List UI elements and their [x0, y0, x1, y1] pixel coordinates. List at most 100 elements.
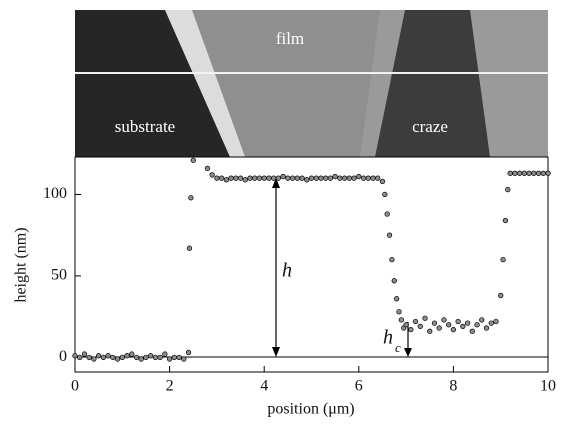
- data-point: [507, 170, 513, 176]
- data-point: [422, 315, 428, 321]
- annotation: h: [282, 260, 292, 282]
- data-point: [185, 349, 192, 356]
- annotation-subscript: c: [395, 340, 401, 355]
- y-tick-label: 50: [51, 267, 67, 284]
- data-point: [412, 318, 419, 325]
- data-point: [110, 354, 116, 360]
- craze-band: [375, 10, 490, 157]
- data-point: [545, 170, 551, 176]
- data-point: [365, 175, 371, 181]
- data-point: [256, 175, 263, 181]
- data-point: [289, 175, 296, 181]
- data-point: [100, 354, 107, 360]
- data-point: [176, 354, 182, 360]
- data-point: [308, 175, 315, 181]
- data-point: [166, 356, 173, 362]
- y-axis-label: height (nm): [13, 227, 30, 302]
- data-point: [396, 309, 402, 315]
- data-point: [540, 170, 546, 176]
- data-point: [152, 354, 159, 360]
- data-point: [356, 173, 362, 180]
- data-point: [427, 328, 433, 334]
- y-tick-label: 100: [43, 185, 67, 202]
- plot-frame: [74, 156, 549, 373]
- data-point: [375, 175, 381, 181]
- data-point: [431, 320, 438, 326]
- data-point: [188, 195, 194, 201]
- data-point: [247, 175, 253, 181]
- arrow-head: [272, 178, 280, 188]
- image-label: film: [276, 29, 304, 48]
- x-tick-label: 6: [355, 378, 363, 395]
- data-point: [313, 175, 319, 181]
- data-point: [493, 318, 499, 325]
- data-point: [379, 178, 386, 185]
- data-point: [346, 175, 352, 181]
- image-label: craze: [412, 117, 448, 136]
- data-point: [389, 256, 395, 263]
- data-point: [450, 327, 457, 333]
- data-point: [474, 322, 480, 328]
- data-point: [114, 356, 121, 362]
- data-point: [469, 328, 475, 334]
- film-edge: [165, 10, 245, 157]
- data-point: [81, 351, 88, 357]
- x-tick-label: 10: [540, 378, 556, 395]
- data-point: [393, 296, 400, 302]
- data-point: [209, 172, 215, 178]
- data-point: [464, 320, 471, 326]
- data-point: [72, 353, 78, 359]
- data-point: [337, 175, 343, 181]
- data-point: [285, 175, 291, 181]
- data-point: [190, 157, 196, 163]
- data-point: [204, 165, 211, 172]
- x-tick-label: 0: [71, 378, 79, 395]
- data-point: [351, 175, 357, 181]
- data-point: [488, 320, 494, 326]
- data-point: [242, 177, 248, 183]
- data-point: [186, 245, 193, 251]
- afm-image: film substrate craze: [75, 10, 548, 157]
- data-point: [384, 211, 390, 217]
- data-point: [266, 175, 272, 181]
- data-point: [261, 175, 267, 181]
- data-point: [403, 322, 409, 328]
- data-point: [223, 177, 230, 183]
- data-point: [521, 170, 527, 176]
- data-point: [157, 354, 163, 360]
- data-point: [133, 354, 140, 360]
- arrow-head: [272, 347, 280, 357]
- data-point: [95, 353, 102, 359]
- data-point: [119, 354, 125, 360]
- data-point: [516, 170, 523, 176]
- data-point: [460, 323, 466, 330]
- data-point: [327, 175, 334, 181]
- data-point: [398, 317, 405, 323]
- data-point: [531, 170, 537, 176]
- data-point: [323, 175, 329, 181]
- substrate-region: [75, 10, 230, 157]
- data-point: [505, 186, 511, 193]
- data-point: [77, 354, 83, 360]
- data-point: [280, 173, 286, 180]
- data-point: [455, 318, 461, 325]
- data-point: [341, 175, 348, 181]
- x-tick-label: 8: [449, 378, 457, 395]
- data-point: [318, 175, 324, 181]
- data-point: [214, 175, 220, 181]
- annotation: h: [383, 327, 393, 349]
- data-point: [408, 327, 414, 333]
- x-tick-label: 2: [166, 378, 174, 395]
- data-point: [228, 175, 234, 181]
- data-point: [294, 175, 300, 181]
- arrow-head: [404, 348, 412, 357]
- data-point: [370, 175, 376, 181]
- data-point: [332, 173, 338, 180]
- data-point: [171, 354, 177, 360]
- data-point: [124, 353, 130, 359]
- data-point: [91, 356, 97, 362]
- image-label: substrate: [115, 117, 175, 136]
- data-point: [360, 175, 367, 181]
